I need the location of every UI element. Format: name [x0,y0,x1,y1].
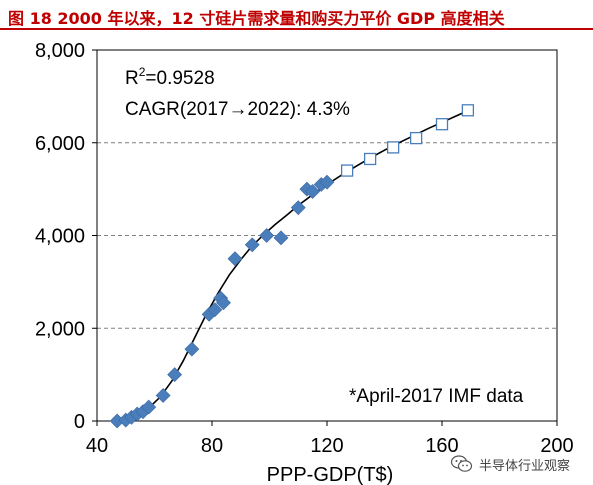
y-tick-label-0: 0 [74,411,85,433]
historical-point [155,388,171,403]
forecast-point [435,118,449,131]
historical-point [141,399,157,415]
y-tick-label-8000: 8,000 [35,40,85,62]
cagr-annotation: CAGR(2017→2022): 4.3% [125,99,350,120]
fit-curve [114,108,472,422]
forecast-point [386,141,400,154]
fit-curve-layer [114,108,472,422]
x-axis-label: PPP-GDP(T$) [267,464,394,485]
title-bar: 图 18 2000 年以来，12 寸硅片需求量和购买力平价 GDP 高度相关 [0,0,593,30]
forecast-point [409,131,423,145]
y-tick-label-6000: 6,000 [35,133,85,155]
x-tick-label-80: 80 [201,435,223,457]
data-points [109,104,475,429]
watermark-text: 半导体行业观察 [479,458,571,474]
historical-point [227,251,243,267]
x-tick-label-40: 40 [86,435,108,457]
historical-point [167,367,183,383]
y-tick-label-4000: 4,000 [35,226,85,248]
historical-point [207,302,223,318]
y-tick-label-2000: 2,000 [35,318,85,340]
historical-point [273,230,289,246]
x-tick-label-120: 120 [310,435,343,457]
gridlines [97,142,557,329]
page-title: 图 18 2000 年以来，12 寸硅片需求量和购买力平价 GDP 高度相关 [8,9,505,28]
forecast-point [461,104,475,117]
watermark: 半导体行业观察 [448,452,574,476]
r-squared-annotation: R2=0.9528 [125,65,215,89]
historical-point [305,184,321,199]
historical-point [244,237,260,253]
footnote-annotation: *April-2017 IMF data [349,386,524,407]
historical-point [184,341,200,357]
forecast-point [340,164,354,177]
historical-point [259,228,275,243]
forecast-point [363,152,377,166]
wechat-icon [450,455,473,473]
x-tick-label-200: 200 [540,435,573,457]
historical-point [216,295,231,311]
historical-point [290,200,306,216]
x-tick-label-160: 160 [425,435,458,457]
historical-point [319,174,335,190]
axis-ticks: 0 2,000 4,000 6,000 8,000 40 80 120 160 200 [35,40,574,457]
